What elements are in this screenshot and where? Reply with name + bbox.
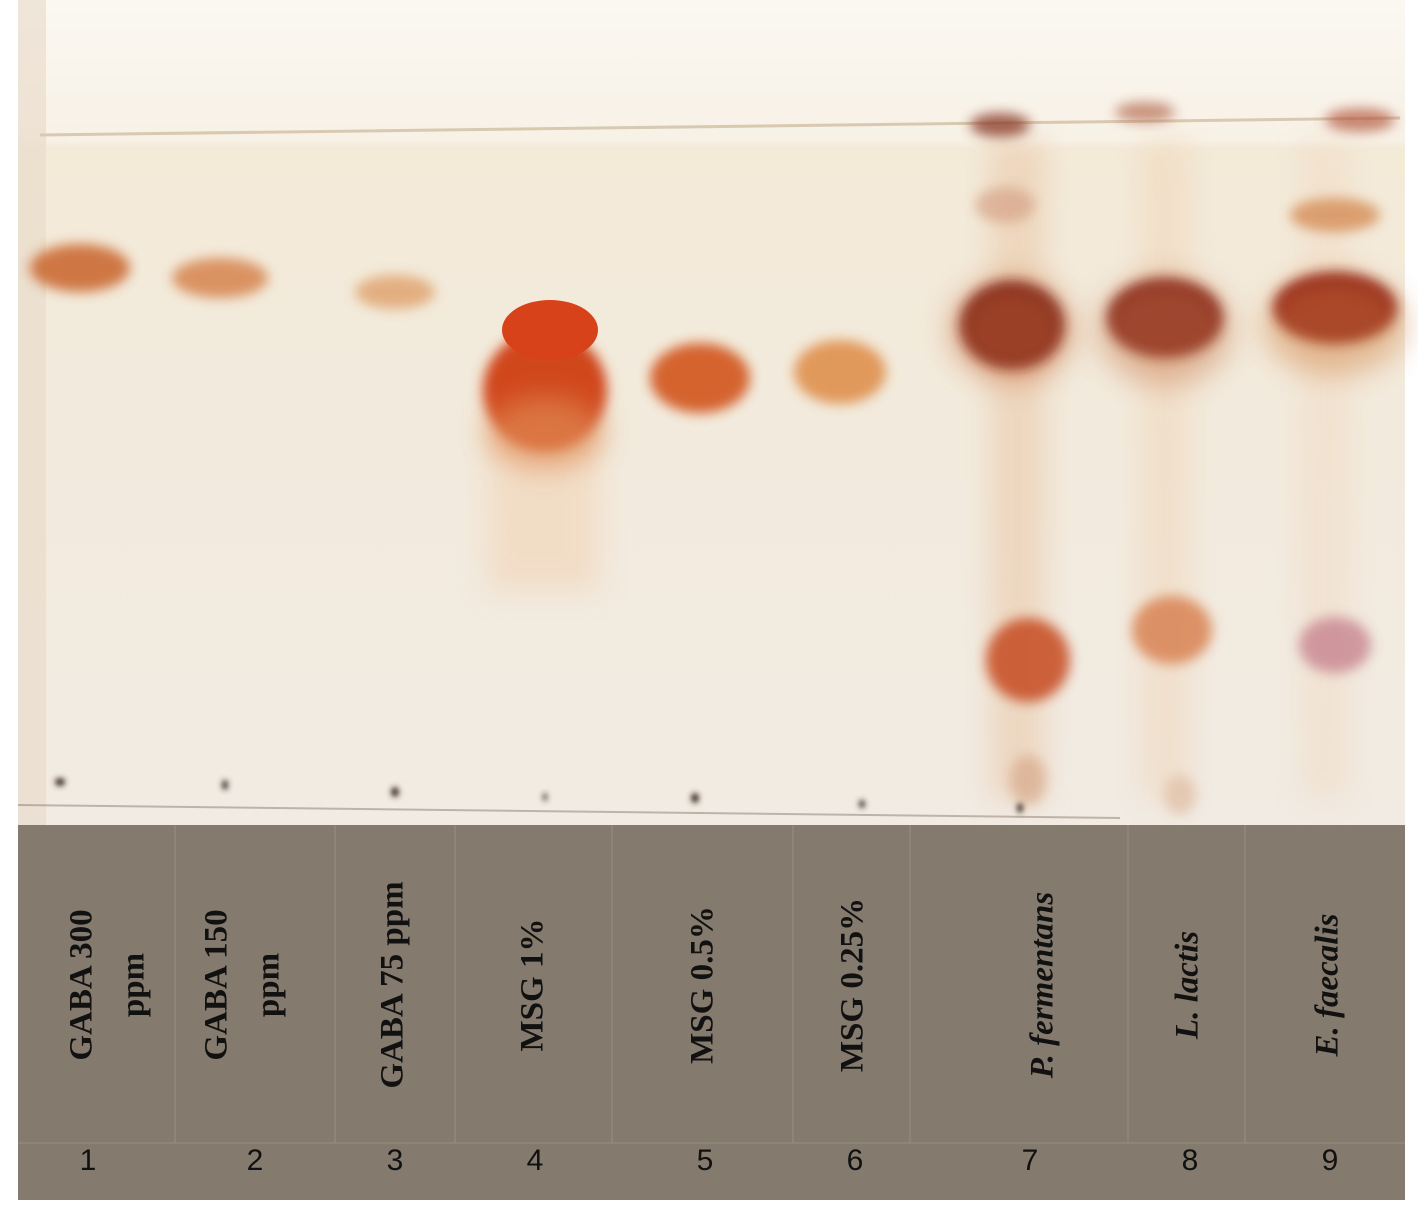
plate-photo	[17, 0, 1407, 825]
lane-number: 1	[80, 1144, 97, 1177]
lane-label: GABA 300	[64, 909, 100, 1060]
lane-number: 6	[847, 1144, 864, 1177]
lane-label: GABA 75 ppm	[375, 881, 411, 1088]
label-panel: GABA 300 ppm 1 GABA 150 ppm 2 GABA 75 ppm 3 MSG …	[18, 825, 1405, 1200]
lane-label: MSG 0.25%	[835, 898, 871, 1072]
lane-label: P. fermentans	[1025, 892, 1061, 1079]
lane-label: MSG 1%	[515, 919, 551, 1052]
lane-label: GABA 150	[199, 909, 235, 1060]
lane-number: 9	[1322, 1144, 1339, 1177]
lane-label: ppm	[116, 953, 152, 1017]
lane-number: 2	[247, 1144, 264, 1177]
lane-number: 5	[697, 1144, 714, 1177]
lane-label: L. lactis	[1170, 931, 1206, 1040]
lane-label: E. faecalis	[1310, 914, 1346, 1058]
lane-number: 3	[387, 1144, 404, 1177]
lane-number: 7	[1022, 1144, 1039, 1177]
lane-label: ppm	[251, 953, 287, 1017]
lane-number: 8	[1182, 1144, 1199, 1177]
lane-number: 4	[527, 1144, 544, 1177]
lane-label: MSG 0.5%	[685, 906, 721, 1064]
